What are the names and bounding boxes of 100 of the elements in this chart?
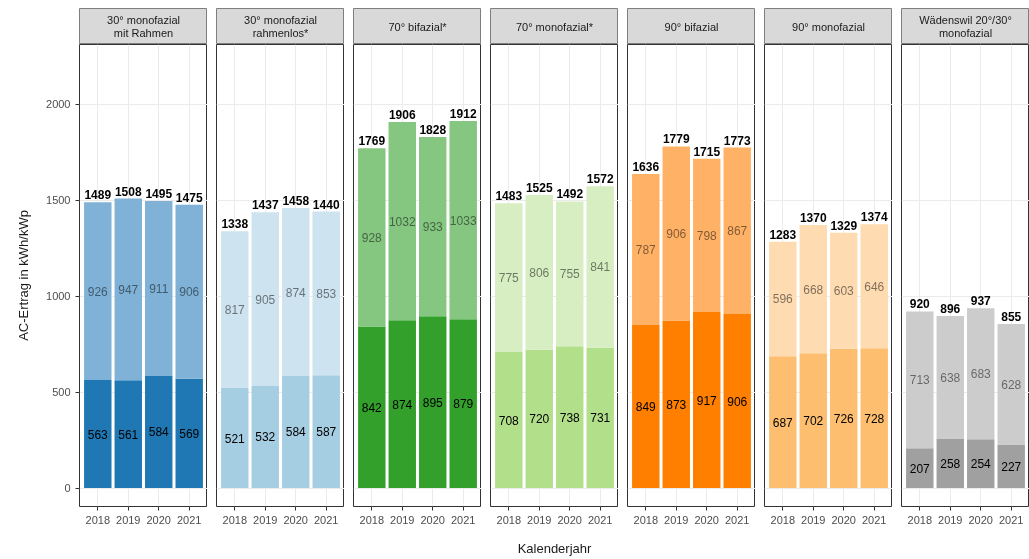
data-label: 775 — [498, 271, 520, 286]
data-label: 787 — [635, 242, 657, 257]
bar — [84, 379, 112, 489]
data-label: 1033 — [449, 213, 477, 228]
data-label: 207 — [909, 461, 931, 476]
total-label: 1572 — [586, 172, 614, 187]
bar — [906, 311, 934, 449]
total-label: 1773 — [723, 133, 751, 148]
data-label: 561 — [118, 427, 139, 442]
bar — [221, 388, 249, 489]
data-label: 738 — [559, 410, 581, 425]
bar — [693, 158, 721, 312]
x-tick-label: 2019 — [253, 513, 278, 526]
bar — [525, 349, 553, 489]
bar — [662, 320, 690, 489]
data-label: 842 — [361, 400, 383, 415]
x-tick-label: 2019 — [938, 513, 963, 526]
bar — [358, 326, 386, 489]
bar — [84, 202, 112, 380]
bar — [495, 352, 523, 489]
data-label: 947 — [118, 282, 139, 297]
x-tick-label: 2019 — [801, 513, 826, 526]
bar — [449, 120, 477, 320]
data-label: 817 — [224, 303, 246, 318]
total-label: 1495 — [145, 187, 173, 201]
data-label: 584 — [285, 425, 307, 440]
data-label: 905 — [255, 292, 276, 307]
data-label: 603 — [833, 284, 855, 299]
data-label: 521 — [224, 431, 246, 446]
x-tick-label: 2021 — [176, 513, 202, 526]
chart-title: 30° monofazial mit Rahmen — [107, 13, 180, 40]
data-label: 928 — [361, 230, 383, 245]
data-label: 874 — [285, 285, 307, 300]
data-label: 874 — [392, 397, 413, 412]
total-label: 1912 — [449, 106, 477, 121]
data-label: 227 — [1001, 459, 1022, 474]
bar — [419, 137, 447, 317]
data-label: 683 — [970, 367, 992, 382]
total-label: 1283 — [769, 227, 797, 242]
data-label: 926 — [87, 284, 109, 299]
total-label: 937 — [970, 294, 992, 309]
total-label: 1370 — [799, 211, 827, 225]
bar — [769, 356, 797, 489]
data-label: 720 — [529, 412, 550, 427]
bar — [282, 375, 310, 489]
data-label: 254 — [970, 457, 992, 472]
x-tick-label: 2018 — [85, 513, 111, 526]
data-label: 569 — [179, 426, 200, 441]
total-label: 1483 — [495, 189, 523, 204]
x-tick-label: 2020 — [557, 513, 582, 526]
data-label: 917 — [696, 393, 718, 408]
total-label: 1475 — [175, 190, 203, 205]
x-tick-label: 2020 — [694, 513, 719, 526]
x-tick-label: 2020 — [146, 513, 171, 526]
x-tick-label: 2019 — [390, 513, 415, 526]
data-label: 596 — [772, 292, 794, 307]
data-label: 849 — [635, 400, 657, 415]
bar — [495, 203, 523, 353]
bar — [693, 311, 721, 489]
x-tick-label: 2021 — [587, 513, 613, 526]
data-label: 687 — [772, 415, 794, 430]
x-tick-label: 2019 — [527, 513, 552, 526]
total-label: 1525 — [525, 181, 553, 196]
total-label: 1374 — [860, 210, 888, 225]
chart-title: Wädenswil 20°/30° monofazial — [919, 13, 1012, 40]
y-axis-title: AC-Ertrag in kWh/kWp — [16, 210, 32, 341]
data-label: 668 — [803, 282, 824, 297]
bar — [769, 241, 797, 357]
bar — [175, 204, 203, 379]
bar — [145, 375, 173, 489]
bar — [221, 231, 249, 389]
data-label: 1032 — [388, 214, 416, 229]
x-tick-label: 2021 — [724, 513, 750, 526]
data-label: 911 — [149, 281, 169, 296]
total-label: 1338 — [221, 217, 249, 232]
total-label: 1489 — [84, 188, 112, 203]
data-label: 906 — [666, 226, 687, 241]
data-label: 873 — [666, 397, 687, 412]
bar — [312, 211, 340, 376]
bar — [997, 444, 1025, 489]
x-tick-label: 2018 — [496, 513, 522, 526]
bar — [860, 224, 888, 349]
chart-title: 30° monofazial rahmenlos* — [244, 13, 317, 40]
data-label: 713 — [909, 373, 931, 388]
bar — [967, 308, 995, 440]
chart-title: 90° monofazial — [792, 20, 865, 33]
total-label: 1636 — [632, 159, 660, 174]
data-label: 726 — [833, 411, 855, 426]
bar — [936, 316, 964, 439]
bar — [251, 212, 279, 386]
total-label: 896 — [940, 302, 961, 317]
total-label: 1779 — [662, 132, 690, 147]
data-label: 895 — [422, 395, 444, 410]
x-tick-label: 2018 — [633, 513, 659, 526]
x-tick-label: 2020 — [283, 513, 308, 526]
total-label: 920 — [909, 297, 931, 312]
y-tick-label: 0 — [64, 482, 71, 495]
bar — [282, 208, 310, 376]
x-tick-label: 2021 — [998, 513, 1024, 526]
x-tick-label: 2020 — [420, 513, 445, 526]
